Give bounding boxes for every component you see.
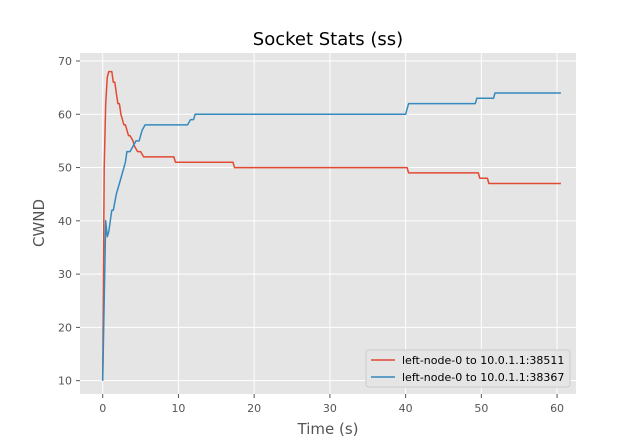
chart-title: Socket Stats (ss)	[253, 29, 403, 50]
x-tick-label: 40	[399, 402, 413, 415]
y-tick-label: 30	[58, 268, 72, 281]
legend-entry: left-node-0 to 10.0.1.1:38511	[402, 354, 564, 367]
legend: left-node-0 to 10.0.1.1:38511 left-node-…	[365, 349, 571, 388]
y-tick-label: 50	[58, 162, 72, 175]
series-line-1	[101, 92, 561, 381]
x-tick-label: 60	[550, 402, 564, 415]
x-tick-label: 0	[99, 402, 106, 415]
series-line-0	[101, 70, 561, 381]
x-tick-label: 50	[474, 402, 488, 415]
legend-entry: left-node-0 to 10.0.1.1:38367	[402, 371, 564, 384]
x-tick-label: 10	[171, 402, 185, 415]
series-lines	[101, 70, 561, 381]
y-tick-label: 10	[58, 375, 72, 388]
y-tick-label: 40	[58, 215, 72, 228]
x-tick-label: 30	[323, 402, 337, 415]
x-tick-label: 20	[247, 402, 261, 415]
y-tick-label: 20	[58, 321, 72, 334]
x-axis-label: Time (s)	[297, 420, 359, 438]
y-tick-label: 70	[58, 55, 72, 68]
y-axis-ticks: 10 20 30 40 50 60 70	[58, 55, 80, 388]
legend-box	[365, 349, 571, 388]
y-axis-label: CWND	[30, 199, 48, 247]
x-axis-ticks: 0 10 20 30 40 50 60	[99, 394, 564, 415]
plot-background	[80, 53, 576, 394]
y-tick-label: 60	[58, 108, 72, 121]
